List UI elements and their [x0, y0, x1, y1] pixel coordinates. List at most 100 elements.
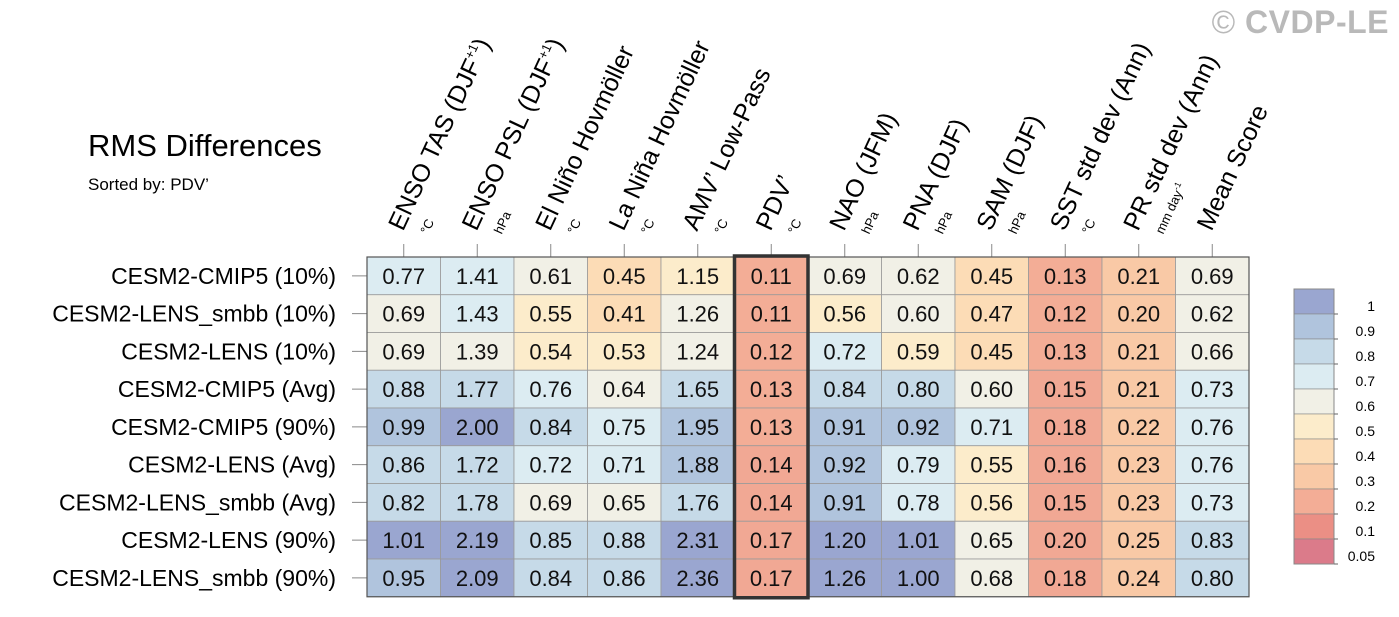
copyright-watermark: © CVDP-LE	[1212, 4, 1389, 41]
heatmap-cell	[366, 294, 441, 333]
heatmap-cell	[1028, 294, 1103, 333]
column-unit-label: hPa	[1005, 208, 1029, 236]
cell-value-label: 1.43	[456, 302, 499, 327]
heatmap-cell	[660, 256, 735, 296]
cell-value-label: 1.88	[676, 453, 719, 478]
heatmap-cell	[1028, 369, 1103, 409]
colorbar-tick-label: 0.3	[1356, 473, 1376, 489]
heatmap-cell	[1175, 256, 1250, 296]
cell-value-label: 0.60	[970, 377, 1013, 402]
heatmap-cell	[1101, 256, 1176, 296]
cell-value-label: 2.36	[676, 566, 719, 591]
heatmap-cell	[1175, 445, 1250, 484]
row-label: CESM2-LENS (Avg)	[128, 452, 336, 478]
cell-value-label: 0.84	[529, 566, 572, 591]
heatmap-cell	[440, 558, 515, 598]
column-label-superscript: +1	[535, 41, 555, 61]
cell-value-label: 1.20	[823, 528, 866, 553]
heatmap-cell	[1101, 369, 1176, 409]
heatmap-cell	[1101, 332, 1176, 371]
cell-value-label: 0.12	[750, 339, 793, 364]
heatmap-cell	[734, 520, 809, 560]
cell-value-label: 0.23	[1117, 490, 1160, 515]
heatmap-cell	[513, 483, 588, 522]
cell-value-label: 1.26	[823, 566, 866, 591]
heatmap-cell	[807, 369, 882, 409]
cell-value-label: 0.65	[970, 528, 1013, 553]
cell-value-label: 2.19	[456, 528, 499, 553]
cell-value-label: 0.86	[382, 453, 425, 478]
row-label: CESM2-LENS_smbb (Avg)	[59, 489, 336, 515]
column-label-text: SAM (DJF)	[971, 111, 1049, 235]
row-label: CESM2-LENS_smbb (90%)	[52, 565, 336, 591]
cell-value-label: 0.65	[603, 490, 646, 515]
cell-value-label: 1.01	[382, 528, 425, 553]
cell-value-label: 0.95	[382, 566, 425, 591]
cell-value-label: 0.66	[1191, 339, 1234, 364]
heatmap-cell	[954, 256, 1029, 296]
copyright-text: CVDP-LE	[1245, 4, 1389, 40]
column-unit-label: °C	[417, 217, 437, 237]
cell-value-label: 1.01	[897, 528, 940, 553]
heatmap-cell	[587, 294, 662, 333]
heatmap-cell	[954, 407, 1029, 447]
cell-value-label: 1.15	[676, 264, 719, 289]
heatmap-cell	[881, 294, 956, 333]
colorbar-swatch	[1293, 538, 1335, 565]
heatmap-cell	[954, 520, 1029, 560]
heatmap-cell	[440, 445, 515, 484]
heatmap-cell	[881, 445, 956, 484]
colorbar-tick-label: 0.6	[1356, 398, 1376, 414]
column-label-group: PDV’°C	[751, 171, 805, 236]
cell-value-label: 2.00	[456, 415, 499, 440]
heatmap-cell	[954, 332, 1029, 371]
cell-value-label: 1.65	[676, 377, 719, 402]
column-unit-text: °C	[711, 217, 731, 237]
cell-value-label: 0.60	[897, 302, 940, 327]
heatmap-cell	[1175, 558, 1250, 598]
colorbar-tick-label: 0.5	[1356, 423, 1376, 439]
cell-value-label: 0.62	[1191, 302, 1234, 327]
heatmap-cell	[807, 558, 882, 598]
column-label: SAM (DJF)	[971, 111, 1049, 235]
cell-value-label: 0.14	[750, 490, 793, 515]
heatmap-cell	[734, 407, 809, 447]
column-unit-label: °C	[1079, 217, 1099, 237]
cell-value-label: 0.73	[1191, 490, 1234, 515]
heatmap-cell	[1175, 483, 1250, 522]
cell-value-label: 0.69	[529, 490, 572, 515]
heatmap-cell	[734, 483, 809, 522]
chart-title: RMS Differences	[88, 128, 322, 163]
cell-value-label: 0.15	[1044, 490, 1087, 515]
cell-value-label: 0.21	[1117, 377, 1160, 402]
colorbar-swatch	[1293, 388, 1335, 415]
heatmap-cell	[513, 445, 588, 484]
colorbar-swatch	[1293, 313, 1335, 340]
cell-value-label: 0.55	[970, 453, 1013, 478]
heatmap-cell	[587, 407, 662, 447]
cell-value-label: 0.92	[897, 415, 940, 440]
heatmap-cell	[440, 369, 515, 409]
cell-value-label: 0.76	[529, 377, 572, 402]
cell-value-label: 0.84	[823, 377, 866, 402]
heatmap-cell	[954, 483, 1029, 522]
cell-value-label: 0.24	[1117, 566, 1160, 591]
heatmap-cell	[1028, 445, 1103, 484]
cell-value-label: 0.22	[1117, 415, 1160, 440]
heatmap-cell	[1175, 332, 1250, 371]
cell-value-label: 1.24	[676, 339, 719, 364]
heatmap-cell	[1028, 483, 1103, 522]
cell-value-label: 2.31	[676, 528, 719, 553]
heatmap-cell	[807, 445, 882, 484]
cell-value-label: 1.00	[897, 566, 940, 591]
heatmap-cell	[734, 332, 809, 371]
heatmap-cell	[1175, 294, 1250, 333]
cell-value-label: 0.45	[603, 264, 646, 289]
column-label: NAO (JFM)	[824, 108, 903, 234]
cell-value-label: 0.80	[897, 377, 940, 402]
cell-value-label: 0.11	[751, 264, 792, 289]
cell-value-label: 0.54	[529, 339, 572, 364]
cell-value-label: 0.62	[897, 264, 940, 289]
cell-value-label: 0.20	[1117, 302, 1160, 327]
